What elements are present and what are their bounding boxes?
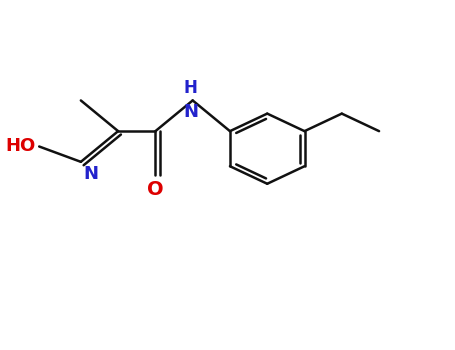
Text: O: O [147,180,164,199]
Text: N: N [183,103,198,121]
Text: H: H [183,79,197,97]
Text: HO: HO [5,138,35,155]
Text: N: N [83,165,98,183]
